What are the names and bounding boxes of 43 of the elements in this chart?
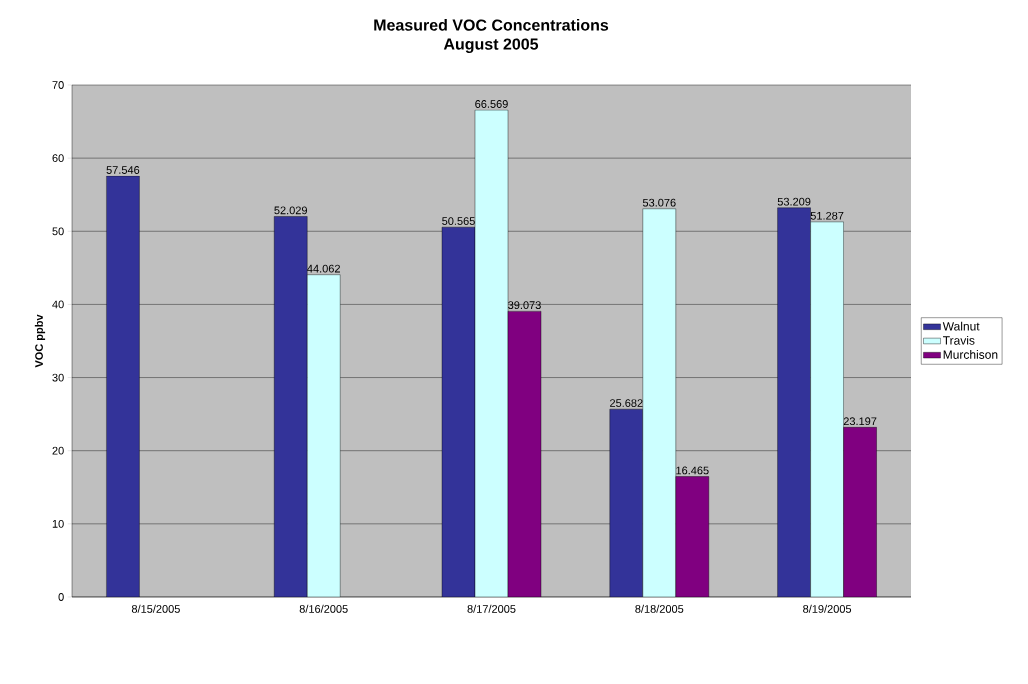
bar bbox=[307, 274, 341, 597]
data-label: 39.073 bbox=[508, 301, 541, 309]
bar bbox=[274, 216, 308, 597]
bar bbox=[642, 208, 676, 597]
x-tick-label: 8/18/2005 bbox=[635, 604, 684, 613]
bar bbox=[675, 476, 709, 597]
y-tick-label: 0 bbox=[58, 593, 64, 601]
data-label: 25.682 bbox=[610, 399, 643, 407]
x-tick-label: 8/15/2005 bbox=[131, 604, 180, 613]
data-label: 51.287 bbox=[810, 211, 844, 220]
data-label: 23.197 bbox=[843, 417, 877, 426]
bar bbox=[609, 408, 643, 597]
x-tick-label: 8/16/2005 bbox=[299, 604, 348, 613]
legend-label: Walnut bbox=[942, 321, 980, 331]
y-axis-title: VOC ppbv bbox=[34, 314, 46, 368]
legend-label: Travis bbox=[943, 335, 975, 345]
bar bbox=[777, 207, 811, 597]
chart-subtitle: August 2005 bbox=[443, 38, 539, 53]
y-tick-label: 50 bbox=[52, 227, 64, 236]
data-label: 50.565 bbox=[442, 217, 475, 225]
y-tick-label: 10 bbox=[52, 519, 64, 528]
data-label: 44.062 bbox=[307, 264, 340, 273]
data-label: 53.209 bbox=[777, 197, 811, 206]
data-label: 57.546 bbox=[106, 166, 140, 174]
x-tick-label: 8/17/2005 bbox=[467, 604, 516, 613]
data-label: 53.076 bbox=[642, 198, 676, 207]
y-tick-label: 30 bbox=[52, 373, 64, 382]
chart-title: Measured VOC Concentrations bbox=[374, 19, 609, 31]
bar bbox=[106, 175, 140, 597]
bar bbox=[507, 311, 542, 597]
data-label: 66.569 bbox=[475, 100, 508, 108]
bar bbox=[441, 226, 476, 597]
data-label: 16.465 bbox=[676, 466, 709, 475]
bar bbox=[843, 427, 877, 597]
y-tick-label: 40 bbox=[52, 300, 64, 309]
y-tick-label: 70 bbox=[52, 81, 64, 89]
bar bbox=[474, 109, 509, 597]
y-tick-label: 60 bbox=[52, 154, 64, 163]
x-tick-label: 8/19/2005 bbox=[803, 604, 852, 613]
data-label: 52.029 bbox=[274, 206, 307, 215]
legend-label: Murchison bbox=[943, 350, 998, 359]
y-tick-label: 20 bbox=[52, 446, 64, 455]
bar bbox=[810, 221, 844, 597]
